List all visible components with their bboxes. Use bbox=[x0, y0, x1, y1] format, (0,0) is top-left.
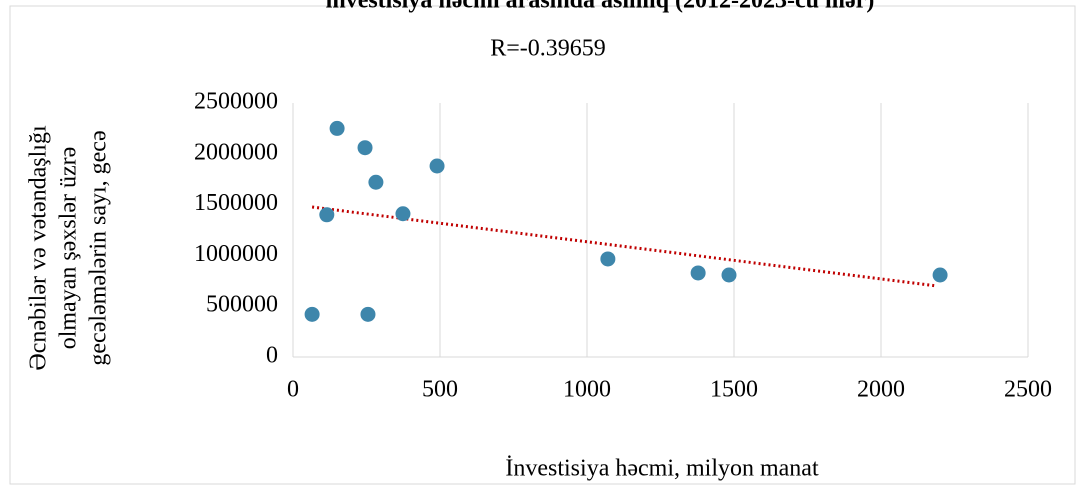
y-tick-label: 0 bbox=[266, 343, 278, 369]
x-tick-label: 2500 bbox=[1004, 377, 1052, 403]
point bbox=[395, 206, 411, 222]
point bbox=[932, 267, 948, 283]
point bbox=[690, 265, 706, 281]
y-axis-label: Əcnəbilər və vətəndaşlığı olmayan şəxslər… bbox=[26, 125, 112, 371]
y-tick-label: 2000000 bbox=[194, 139, 278, 165]
y-axis-label-line: gecələmələrin sayı, gecə bbox=[86, 130, 112, 365]
y-axis-label-line: Əcnəbilər və vətəndaşlığı bbox=[26, 125, 52, 371]
point bbox=[429, 158, 445, 174]
chart-frame bbox=[9, 5, 1076, 485]
x-tick-label: 500 bbox=[422, 377, 458, 403]
y-tick-label: 1500000 bbox=[194, 190, 278, 216]
point bbox=[721, 267, 737, 283]
point bbox=[600, 251, 616, 267]
x-axis-label: İnvestisiya həcmi, milyon manat bbox=[505, 456, 819, 482]
point bbox=[304, 306, 320, 322]
y-tick-label: 1000000 bbox=[194, 241, 278, 267]
chart-title: investisiya həcmi arasında asılılıq (201… bbox=[326, 0, 875, 14]
point bbox=[329, 120, 345, 136]
x-tick-label: 0 bbox=[287, 377, 299, 403]
point bbox=[360, 306, 376, 322]
annotation: R=-0.39659 bbox=[490, 36, 606, 62]
point bbox=[319, 207, 335, 223]
y-axis-label-line: olmayan şəxslər üzrə bbox=[56, 147, 82, 350]
x-tick-label: 2000 bbox=[857, 377, 905, 403]
y-tick-label: 2500000 bbox=[194, 89, 278, 115]
y-tick-label: 500000 bbox=[206, 292, 278, 318]
x-tick-label: 1000 bbox=[563, 377, 611, 403]
point bbox=[368, 174, 384, 190]
point bbox=[357, 140, 373, 156]
x-tick-label: 1500 bbox=[710, 377, 758, 403]
